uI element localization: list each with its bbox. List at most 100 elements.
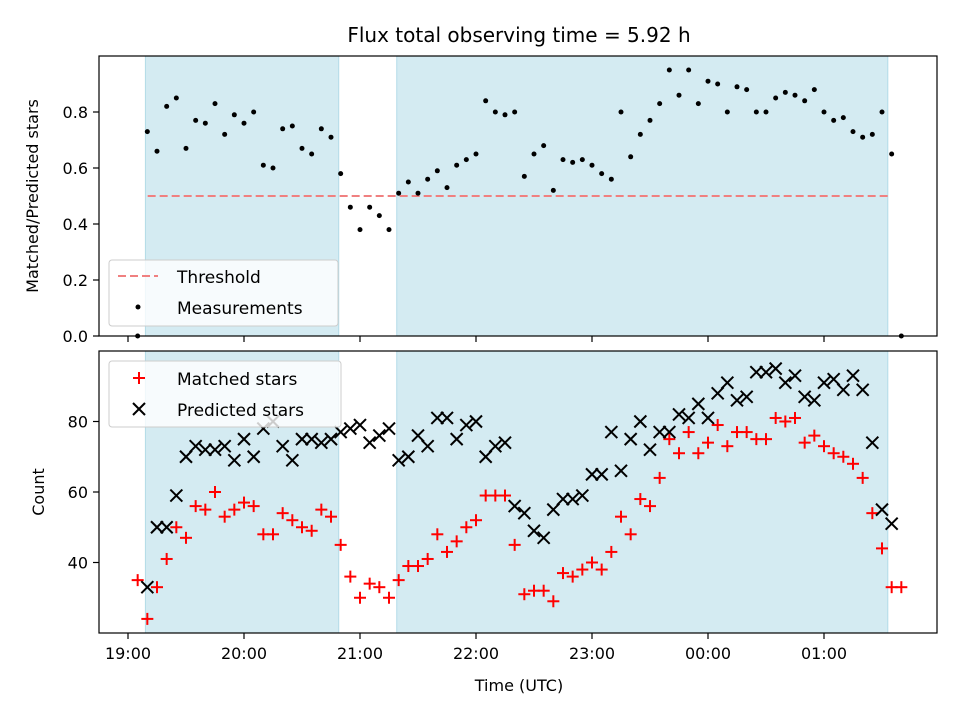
predicted-point: [401, 450, 416, 464]
measurement-point: [599, 171, 605, 177]
predicted-point: [169, 488, 184, 503]
measurement-point: [202, 120, 208, 126]
y-tick-label: 0.0: [63, 327, 88, 346]
measurement-point: [193, 117, 199, 123]
predicted-point: [246, 450, 261, 464]
predicted-point: [836, 383, 851, 397]
matched-point: [441, 545, 453, 558]
matched-point: [557, 567, 569, 580]
measurement-point: [425, 176, 431, 182]
measurement-point: [347, 204, 353, 210]
predicted-point: [314, 435, 329, 450]
predicted-point: [797, 390, 812, 404]
predicted-point: [188, 439, 203, 453]
measurement-point: [415, 190, 421, 196]
predicted-point: [855, 383, 870, 397]
predicted-point: [324, 432, 338, 446]
measurement-point: [280, 126, 286, 132]
matched-point: [595, 563, 608, 576]
predicted-point: [159, 520, 174, 534]
predicted-point: [440, 411, 454, 425]
matched-point: [644, 500, 656, 513]
measurement-point: [473, 151, 479, 157]
predicted-point: [478, 450, 493, 464]
predicted-point: [759, 365, 773, 379]
predicted-point: [498, 435, 512, 450]
measurement-point: [831, 117, 837, 123]
predicted-point: [208, 442, 222, 457]
measurement-point: [570, 159, 576, 165]
x-tick-label: 21:00: [337, 644, 383, 663]
matched-point: [634, 493, 647, 506]
measurement-point: [734, 84, 740, 90]
measurement-point: [879, 109, 885, 115]
predicted-point: [546, 502, 561, 517]
measurement-point: [821, 109, 827, 115]
measurement-point: [715, 81, 721, 87]
matched-point: [808, 429, 821, 442]
predicted-point: [749, 365, 764, 379]
predicted-point: [420, 439, 435, 453]
predicted-point: [768, 361, 783, 376]
predicted-point: [430, 411, 445, 425]
y-tick-label: 0.8: [63, 103, 88, 122]
predicted-point: [662, 425, 677, 439]
measurement-point: [502, 112, 508, 118]
measurement-point: [251, 109, 257, 115]
predicted-point: [739, 390, 754, 404]
y-tick-label: 80: [68, 413, 88, 432]
predicted-point: [275, 439, 290, 453]
matched-point: [141, 612, 154, 625]
predicted-point: [846, 368, 860, 383]
measurement-point: [840, 115, 846, 121]
matched-point: [663, 433, 676, 446]
measurement-point: [850, 129, 856, 135]
predicted-point: [295, 432, 309, 446]
predicted-point: [469, 414, 483, 429]
matched-point: [615, 510, 627, 523]
predicted-point: [507, 499, 522, 513]
measurements-legend-label: Measurements: [177, 299, 303, 319]
predicted-point: [817, 376, 831, 390]
y-tick-label: 60: [68, 483, 88, 502]
matched-point: [508, 538, 521, 551]
x-tick-label: 20:00: [221, 644, 267, 663]
predicted-point: [672, 407, 686, 422]
matched-point: [740, 426, 753, 439]
matched-point: [499, 489, 511, 502]
y-tick-label: 0.6: [63, 159, 88, 178]
measurement-point: [289, 123, 295, 129]
matched-point: [363, 577, 376, 590]
measurement-point: [386, 227, 392, 233]
matched-point: [170, 521, 183, 534]
top-y-ticks: 0.0 0.2 0.4 0.6 0.8: [63, 103, 99, 346]
measurement-point: [405, 179, 411, 185]
predicted-point: [353, 418, 367, 432]
matched-point: [856, 471, 869, 484]
predicted-point: [710, 386, 725, 401]
predicted-point: [517, 506, 532, 520]
measurement-point: [792, 92, 798, 98]
measurement-point: [512, 109, 518, 115]
predicted-point: [826, 372, 841, 386]
matched-point: [847, 457, 859, 470]
matched-point: [189, 500, 202, 513]
measurement-point: [164, 103, 170, 109]
measurement-point: [483, 98, 489, 104]
matched-point: [228, 503, 241, 516]
predicted-point: [681, 411, 696, 425]
matched-point: [605, 545, 618, 558]
predicted-point: [633, 414, 648, 429]
bottom-y-axis-label: Count: [29, 468, 48, 516]
predicted-point: [198, 442, 213, 457]
measurement-point: [802, 98, 808, 104]
measurement-point: [589, 162, 595, 168]
predicted-point: [362, 435, 377, 450]
matched-point: [392, 574, 405, 587]
x-tick-label: 00:00: [685, 644, 731, 663]
predicted-point: [459, 418, 474, 432]
predicted-point: [643, 442, 657, 457]
measurement-point: [463, 157, 469, 163]
matched-point: [866, 507, 879, 520]
